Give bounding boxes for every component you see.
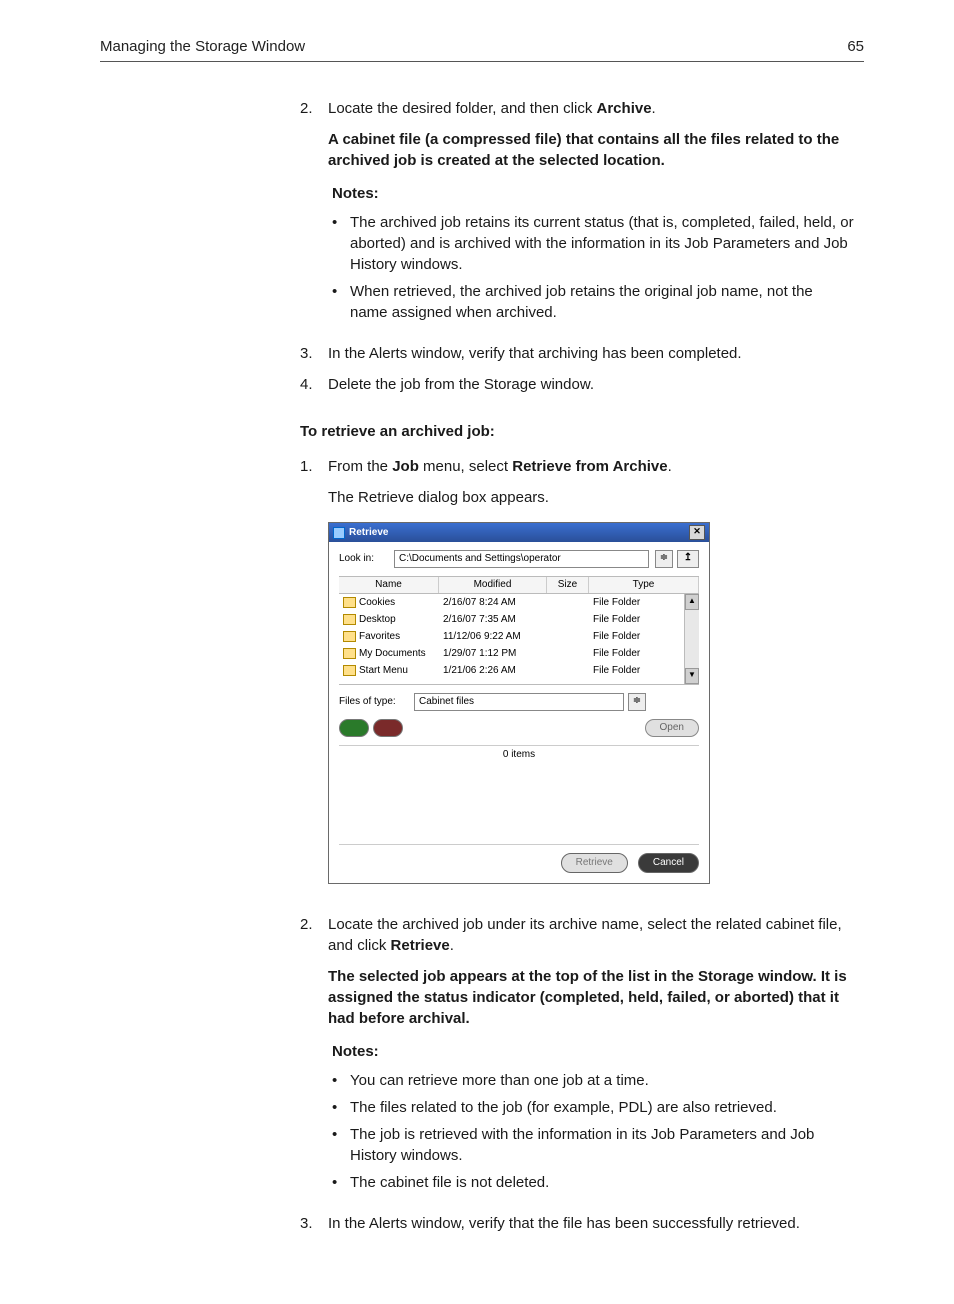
- folder-icon: [343, 631, 356, 642]
- file-name: My Documents: [359, 647, 426, 661]
- step-text: Locate the desired folder, and then clic…: [328, 98, 854, 119]
- selected-items-area: [339, 768, 699, 838]
- ordered-list-1: 2. Locate the desired folder, and then c…: [300, 98, 854, 395]
- step-text: Delete the job from the Storage window.: [328, 374, 854, 395]
- step-num: 4.: [300, 374, 328, 395]
- file-list-header: Name Modified Size Type: [339, 576, 699, 594]
- retrieve-button[interactable]: Retrieve: [561, 853, 628, 873]
- page-header: Managing the Storage Window 65: [100, 36, 864, 62]
- look-in-label: Look in:: [339, 552, 394, 566]
- retrieve-dialog: Retrieve ✕ Look in: C:\Documents and Set…: [328, 522, 710, 884]
- step-3: 3. In the Alerts window, verify that arc…: [300, 343, 854, 364]
- file-row[interactable]: Cookies2/16/07 8:24 AMFile Folder: [339, 594, 699, 611]
- dialog-titlebar: Retrieve ✕: [329, 523, 709, 542]
- dialog-title: Retrieve: [349, 526, 388, 540]
- folder-icon: [343, 614, 356, 625]
- step-result: The selected job appears at the top of t…: [328, 966, 854, 1029]
- file-name: Desktop: [359, 613, 396, 627]
- col-modified[interactable]: Modified: [439, 577, 547, 593]
- notes-label: Notes:: [332, 183, 854, 204]
- notes-list: •You can retrieve more than one job at a…: [332, 1070, 854, 1193]
- folder-icon: [343, 597, 356, 608]
- file-modified: 1/29/07 1:12 PM: [443, 647, 551, 661]
- retrieve-dialog-figure: Retrieve ✕ Look in: C:\Documents and Set…: [328, 522, 854, 884]
- step-num: 1.: [300, 456, 328, 904]
- close-button[interactable]: ✕: [689, 525, 705, 540]
- file-modified: 2/16/07 7:35 AM: [443, 613, 551, 627]
- path-dropdown-icon[interactable]: ≑: [655, 550, 673, 568]
- step-num: 3.: [300, 1213, 328, 1234]
- file-modified: 2/16/07 8:24 AM: [443, 596, 551, 610]
- files-of-type-label: Files of type:: [339, 695, 414, 709]
- scroll-down-icon[interactable]: ▼: [685, 668, 699, 684]
- step-2: 2. Locate the desired folder, and then c…: [300, 98, 854, 333]
- file-name: Favorites: [359, 630, 400, 644]
- cancel-button[interactable]: Cancel: [638, 853, 699, 873]
- content: 2. Locate the desired folder, and then c…: [300, 98, 854, 1234]
- step-text: Locate the archived job under its archiv…: [328, 914, 854, 956]
- note-item: •You can retrieve more than one job at a…: [332, 1070, 854, 1091]
- col-name[interactable]: Name: [339, 577, 439, 593]
- note-item: •When retrieved, the archived job retain…: [332, 281, 854, 323]
- step-num: 2.: [300, 914, 328, 1203]
- file-list[interactable]: Cookies2/16/07 8:24 AMFile FolderDesktop…: [339, 594, 699, 685]
- step-num: 2.: [300, 98, 328, 333]
- step-4: 4. Delete the job from the Storage windo…: [300, 374, 854, 395]
- file-name: Start Menu: [359, 664, 408, 678]
- remove-button[interactable]: [373, 719, 403, 737]
- step-text: In the Alerts window, verify that the fi…: [328, 1213, 854, 1234]
- page: Managing the Storage Window 65 2. Locate…: [0, 0, 954, 1304]
- step-text: From the Job menu, select Retrieve from …: [328, 456, 854, 477]
- notes-label: Notes:: [332, 1041, 854, 1062]
- step-2b: 2. Locate the archived job under its arc…: [300, 914, 854, 1203]
- note-item: •The cabinet file is not deleted.: [332, 1172, 854, 1193]
- step-text: In the Alerts window, verify that archiv…: [328, 343, 854, 364]
- scrollbar[interactable]: ▲ ▼: [684, 594, 699, 684]
- files-of-type-select[interactable]: Cabinet files: [414, 693, 624, 711]
- ordered-list-2: 1. From the Job menu, select Retrieve fr…: [300, 456, 854, 1234]
- dialog-title-icon: [333, 527, 345, 539]
- type-dropdown-icon[interactable]: ≑: [628, 693, 646, 711]
- items-count: 0 items: [339, 745, 699, 764]
- note-item: •The job is retrieved with the informati…: [332, 1124, 854, 1166]
- open-button[interactable]: Open: [645, 719, 699, 737]
- note-item: •The archived job retains its current st…: [332, 212, 854, 275]
- up-folder-button[interactable]: ↥: [677, 550, 699, 568]
- step-result: A cabinet file (a compressed file) that …: [328, 129, 854, 171]
- step-1: 1. From the Job menu, select Retrieve fr…: [300, 456, 854, 904]
- page-number: 65: [847, 36, 864, 57]
- note-item: •The files related to the job (for examp…: [332, 1097, 854, 1118]
- file-modified: 11/12/06 9:22 AM: [443, 630, 551, 644]
- step-result: The Retrieve dialog box appears.: [328, 487, 854, 508]
- look-in-path[interactable]: C:\Documents and Settings\operator: [394, 550, 649, 568]
- file-name: Cookies: [359, 596, 395, 610]
- col-type[interactable]: Type: [589, 577, 699, 593]
- notes-list: •The archived job retains its current st…: [332, 212, 854, 323]
- file-modified: 1/21/06 2:26 AM: [443, 664, 551, 678]
- step-3b: 3. In the Alerts window, verify that the…: [300, 1213, 854, 1234]
- file-row[interactable]: My Documents1/29/07 1:12 PMFile Folder: [339, 645, 699, 662]
- step-num: 3.: [300, 343, 328, 364]
- subheading: To retrieve an archived job:: [300, 421, 854, 442]
- file-row[interactable]: Desktop2/16/07 7:35 AMFile Folder: [339, 611, 699, 628]
- file-row[interactable]: Start Menu1/21/06 2:26 AMFile Folder: [339, 662, 699, 679]
- add-button[interactable]: [339, 719, 369, 737]
- header-title: Managing the Storage Window: [100, 36, 305, 57]
- folder-icon: [343, 648, 356, 659]
- folder-icon: [343, 665, 356, 676]
- scroll-up-icon[interactable]: ▲: [685, 594, 699, 610]
- col-size[interactable]: Size: [547, 577, 589, 593]
- file-row[interactable]: Favorites11/12/06 9:22 AMFile Folder: [339, 628, 699, 645]
